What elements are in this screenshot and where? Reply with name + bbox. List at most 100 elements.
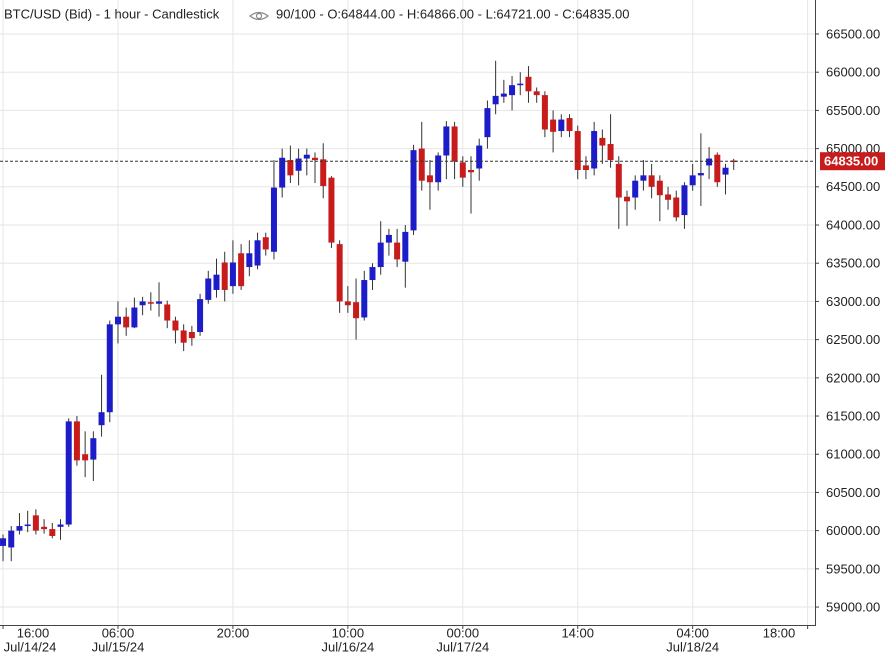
candle-body (73, 421, 80, 461)
y-tick-label: 61500.00 (826, 408, 880, 423)
candle-body (574, 131, 581, 171)
candle-body (443, 126, 450, 156)
y-tick-label: 63000.00 (826, 294, 880, 309)
chart-title: BTC/USD (Bid) - 1 hour - Candlestick (4, 6, 220, 21)
candle-body (550, 119, 557, 132)
last-price-box (820, 152, 885, 171)
candle-body (123, 316, 130, 328)
candle-body (205, 278, 212, 300)
candle-body (106, 324, 113, 413)
candle-body (656, 180, 663, 196)
candle-body (394, 242, 401, 260)
candle-body (599, 137, 606, 146)
candle-body (681, 185, 688, 216)
candle-body (730, 160, 737, 163)
x-tick-label: 04:00 (676, 625, 709, 640)
candle-body (525, 76, 532, 92)
y-tick-label: 63500.00 (826, 256, 880, 271)
candle-body (279, 157, 286, 188)
candles (0, 60, 737, 562)
candle-body (418, 148, 425, 181)
candle-body (582, 165, 589, 171)
candle-body (533, 91, 540, 96)
candle-body (566, 118, 573, 132)
candle-body (402, 231, 409, 262)
candle-body (295, 158, 302, 171)
x-date-label: Jul/17/24 (436, 639, 489, 654)
candle-body (640, 175, 647, 181)
candle-body (197, 299, 204, 332)
candle-body (270, 187, 277, 252)
last-price-label: 64835.00 (824, 154, 878, 169)
y-tick-label: 64000.00 (826, 217, 880, 232)
x-tick-label: 18:00 (763, 625, 796, 640)
candle-body (673, 197, 680, 218)
candle-body (238, 253, 245, 287)
candle-body (459, 162, 466, 178)
candle-body (82, 454, 89, 461)
candle-body (484, 108, 491, 138)
candle-body (353, 302, 360, 319)
candle-body (607, 144, 614, 161)
candle-body (689, 175, 696, 186)
candle-body (0, 538, 7, 546)
candle-body (147, 302, 154, 304)
candle-body (451, 126, 458, 162)
candle-body (385, 234, 392, 243)
x-tick-label: 20:00 (217, 625, 250, 640)
candle-body (32, 515, 39, 531)
candle-body (213, 274, 220, 290)
x-tick-label: 16:00 (17, 625, 50, 640)
y-tick-label: 64500.00 (826, 179, 880, 194)
y-tick-label: 59500.00 (826, 561, 880, 576)
candle-body (500, 93, 507, 97)
candle-body (98, 412, 105, 426)
candle-body (172, 320, 179, 331)
candle-body (468, 170, 475, 173)
x-date-label: Jul/18/24 (666, 639, 719, 654)
candle-body (49, 529, 56, 536)
candle-body (8, 530, 15, 548)
candle-body (131, 307, 138, 328)
candle-body (476, 145, 483, 169)
candle-body (254, 240, 261, 266)
ohlc-info: 90/100 - O:64844.00 - H:64866.00 - L:647… (276, 6, 629, 21)
candle-body (648, 175, 655, 187)
candle-body (320, 159, 327, 187)
candle-body (697, 173, 704, 176)
candle-body (229, 262, 236, 287)
candle-body (262, 237, 269, 250)
x-date-label: Jul/15/24 (92, 639, 145, 654)
candle-body (410, 150, 417, 231)
y-tick-label: 61000.00 (826, 447, 880, 462)
candle-body (246, 253, 253, 268)
candle-body (714, 154, 721, 183)
candle-body (722, 167, 729, 175)
candle-body (139, 301, 146, 306)
eye-icon (249, 11, 269, 21)
candle-body (336, 244, 343, 302)
y-tick-label: 62000.00 (826, 370, 880, 385)
x-date-label: Jul/14/24 (4, 639, 57, 654)
y-tick-label: 62500.00 (826, 332, 880, 347)
candle-body (632, 180, 639, 198)
candle-body (287, 160, 294, 176)
candle-body (706, 158, 713, 166)
y-tick-label: 65500.00 (826, 103, 880, 118)
candle-body (114, 316, 121, 325)
candle-body (303, 154, 310, 159)
candle-body (623, 196, 630, 202)
candle-body (65, 421, 72, 525)
candle-body (90, 438, 97, 460)
candle-body (615, 163, 622, 198)
candle-body (369, 267, 376, 281)
candle-body (221, 262, 228, 290)
candle-body (16, 526, 23, 531)
candle-body (517, 83, 524, 86)
x-tick-label: 00:00 (447, 625, 480, 640)
y-tick-label: 59000.00 (826, 599, 880, 614)
candle-body (361, 280, 368, 318)
